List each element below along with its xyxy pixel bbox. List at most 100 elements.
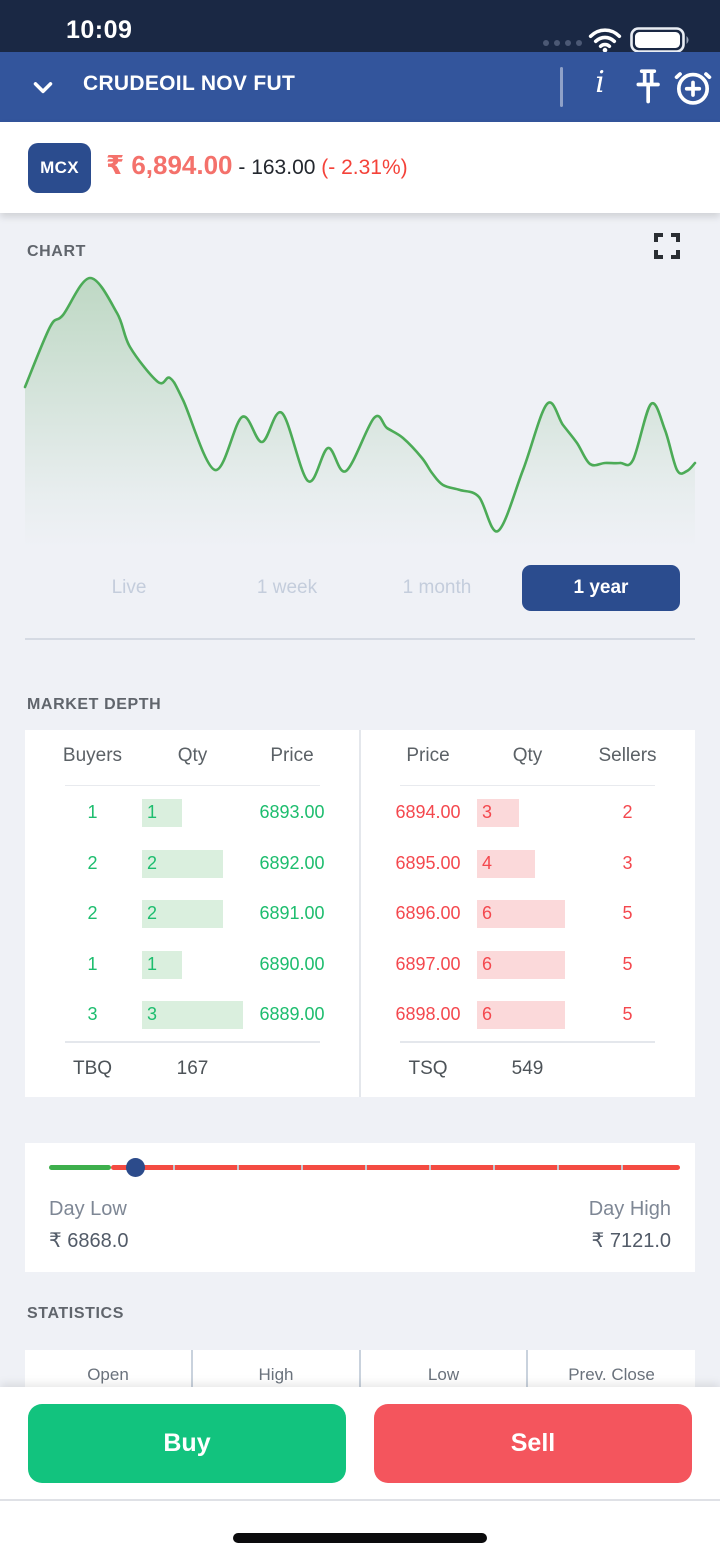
action-bar: Buy Sell xyxy=(0,1387,720,1558)
tbq-value: 167 xyxy=(176,1058,209,1079)
stat-open-label: Open xyxy=(87,1365,129,1384)
day-high-value: ₹ 7121.0 xyxy=(591,1230,671,1252)
quote-line: ₹ 6,894.00 - 163.00 (- 2.31%) xyxy=(106,150,408,181)
col-buyers: Buyers xyxy=(62,745,123,766)
chart-section-label: CHART xyxy=(27,243,86,260)
bid-price: 6893.00 xyxy=(259,802,325,822)
bid-price: 6892.00 xyxy=(259,852,325,873)
totals-separator xyxy=(65,1041,320,1043)
ask-qty-bar: 6 xyxy=(477,950,565,979)
chart-range-tabs: Live 1 week 1 month 1 year xyxy=(0,565,720,611)
slider-low-segment xyxy=(49,1165,111,1170)
day-range-card: Day Low Day High ₹ 6868.0 ₹ 7121.0 xyxy=(25,1143,695,1272)
market-depth-table: Buyers Qty Price Price Qty Sellers 1 1 689… xyxy=(25,730,695,1097)
ask-qty-bar: 6 xyxy=(477,1001,565,1029)
exchange-badge: MCX xyxy=(28,143,91,193)
header-underline xyxy=(65,785,320,786)
bid-qty-bar: 3 xyxy=(142,1001,243,1029)
bid-buyers: 3 xyxy=(87,1004,98,1024)
depth-row: 2 2 6892.00 6895.00 4 3 xyxy=(25,839,695,889)
pin-icon[interactable] xyxy=(628,66,668,108)
price-change-pct: (- 2.31%) xyxy=(321,156,408,179)
bid-price: 6890.00 xyxy=(259,953,325,974)
day-low-value: ₹ 6868.0 xyxy=(49,1230,129,1252)
tsq-label: TSQ xyxy=(408,1058,448,1079)
slider-knob[interactable] xyxy=(125,1158,145,1177)
alarm-add-icon[interactable] xyxy=(672,66,714,108)
slider-tick xyxy=(557,1165,559,1170)
depth-row: 2 2 6891.00 6896.00 6 5 xyxy=(25,889,695,939)
tab-1month[interactable]: 1 month xyxy=(402,577,472,598)
col-ask-qty: Qty xyxy=(512,745,543,766)
depth-row: 3 3 6889.00 6898.00 6 5 xyxy=(25,990,695,1040)
app-header: CRUDEOIL NOV FUT i xyxy=(0,52,720,122)
depth-row: 1 1 6890.00 6897.00 6 5 xyxy=(25,940,695,990)
day-high-label: Day High xyxy=(588,1198,671,1220)
instrument-title[interactable]: CRUDEOIL NOV FUT xyxy=(83,72,296,95)
home-indicator[interactable] xyxy=(233,1533,487,1543)
bid-qty-bar: 2 xyxy=(142,849,223,878)
bid-buyers: 1 xyxy=(87,802,98,822)
chevron-down-icon[interactable] xyxy=(28,72,58,102)
market-depth-label: MARKET DEPTH xyxy=(27,696,162,713)
ask-sellers: 2 xyxy=(622,802,633,822)
header-underline xyxy=(400,785,655,786)
wifi-icon xyxy=(588,26,622,52)
ask-price: 6898.00 xyxy=(395,1004,461,1024)
bid-qty-bar: 1 xyxy=(142,799,182,827)
bid-buyers: 1 xyxy=(87,953,98,974)
cellular-signal-dots-icon xyxy=(543,40,582,46)
header-separator xyxy=(560,67,563,107)
slider-high-segment xyxy=(111,1165,680,1170)
slider-tick xyxy=(173,1165,175,1170)
table-mid-divider xyxy=(359,730,361,1097)
ask-qty-bar: 3 xyxy=(477,799,519,827)
fullscreen-icon[interactable] xyxy=(651,230,683,262)
status-bar: 10:09 xyxy=(0,0,720,53)
chart-area-fill xyxy=(25,277,695,548)
slider-tick xyxy=(429,1165,431,1170)
ask-sellers: 5 xyxy=(622,903,633,923)
slider-tick xyxy=(493,1165,495,1170)
depth-row: 1 1 6893.00 6894.00 3 2 xyxy=(25,788,695,838)
bid-buyers: 2 xyxy=(87,852,98,873)
ask-price: 6897.00 xyxy=(395,953,461,974)
price-chart[interactable] xyxy=(0,230,720,560)
chart-line xyxy=(23,276,697,533)
tbq-label: TBQ xyxy=(72,1058,113,1079)
stat-high-label: High xyxy=(258,1365,294,1384)
tab-1year[interactable]: 1 year xyxy=(522,565,680,611)
col-sellers: Sellers xyxy=(598,745,657,766)
bid-price: 6891.00 xyxy=(259,903,325,923)
bid-price: 6889.00 xyxy=(259,1004,325,1024)
totals-separator xyxy=(400,1041,655,1043)
ask-qty-bar: 4 xyxy=(477,849,535,878)
ask-price: 6896.00 xyxy=(395,903,461,923)
slider-tick xyxy=(621,1165,623,1170)
tab-live[interactable]: Live xyxy=(111,577,147,598)
table-header-row: Buyers Qty Price Price Qty Sellers xyxy=(25,730,695,785)
ask-price: 6894.00 xyxy=(395,802,461,822)
stat-prevclose-label: Prev. Close xyxy=(568,1365,655,1384)
col-ask-price: Price xyxy=(406,745,450,766)
ask-sellers: 3 xyxy=(622,852,633,873)
col-bid-qty: Qty xyxy=(177,745,208,766)
tab-1week[interactable]: 1 week xyxy=(256,577,318,598)
bid-qty-bar: 2 xyxy=(142,900,223,928)
section-divider xyxy=(25,638,695,640)
slider-tick xyxy=(301,1165,303,1170)
quote-section: MCX ₹ 6,894.00 - 163.00 (- 2.31%) xyxy=(0,122,720,213)
battery-icon xyxy=(630,27,692,53)
statistics-label: STATISTICS xyxy=(27,1305,124,1322)
price-change: - 163.00 xyxy=(232,156,322,179)
ask-qty-bar: 6 xyxy=(477,900,565,928)
ask-sellers: 5 xyxy=(622,1004,633,1024)
info-icon[interactable]: i xyxy=(595,65,605,100)
bar-divider xyxy=(0,1499,720,1501)
col-bid-price: Price xyxy=(270,745,314,766)
sell-button[interactable]: Sell xyxy=(374,1404,692,1483)
stat-low-label: Low xyxy=(427,1365,460,1384)
day-low-label: Day Low xyxy=(49,1198,127,1220)
buy-button[interactable]: Buy xyxy=(28,1404,346,1483)
